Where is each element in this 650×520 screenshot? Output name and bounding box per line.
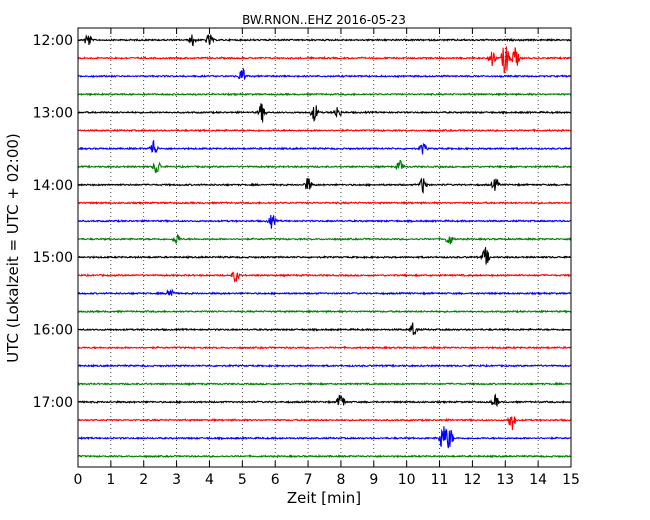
chart-title: BW.RNON..EHZ 2016-05-23 bbox=[242, 13, 406, 27]
trace-line bbox=[77, 233, 572, 245]
trace-line bbox=[77, 247, 572, 265]
x-tick-label: 15 bbox=[562, 472, 580, 488]
x-tick-label: 7 bbox=[304, 472, 313, 488]
x-tick-label: 8 bbox=[336, 472, 345, 488]
x-tick-label: 3 bbox=[172, 472, 181, 488]
trace-line bbox=[77, 288, 572, 296]
x-tick-label: 11 bbox=[431, 472, 449, 488]
x-axis-ticks: 0 1 2 3 4 5 6 7 8 9 10 11 12 13 14 15 bbox=[74, 28, 580, 488]
trace-line bbox=[77, 33, 572, 47]
trace-line bbox=[77, 363, 572, 369]
trace-line bbox=[77, 140, 572, 155]
x-tick-label: 13 bbox=[496, 472, 514, 488]
x-tick-label: 12 bbox=[463, 472, 481, 488]
x-tick-label: 2 bbox=[139, 472, 148, 488]
trace-line bbox=[77, 393, 572, 407]
trace-line bbox=[77, 345, 572, 350]
x-tick-label: 5 bbox=[238, 472, 247, 488]
trace-line bbox=[77, 271, 572, 283]
x-tick-label: 0 bbox=[74, 472, 83, 488]
trace-line bbox=[77, 46, 572, 74]
trace-line bbox=[77, 309, 572, 314]
trace-line bbox=[77, 92, 572, 97]
y-tick-label: 15:00 bbox=[33, 250, 73, 266]
trace-line bbox=[77, 454, 572, 459]
x-tick-label: 1 bbox=[106, 472, 115, 488]
trace-line bbox=[77, 67, 572, 81]
trace-line bbox=[77, 178, 572, 194]
y-tick-label: 12:00 bbox=[33, 33, 73, 49]
plot-frame bbox=[77, 27, 572, 468]
trace-line bbox=[77, 128, 572, 133]
x-tick-label: 14 bbox=[529, 472, 547, 488]
trace-line bbox=[77, 214, 572, 229]
trace-line bbox=[77, 200, 572, 206]
traces bbox=[77, 33, 572, 459]
y-axis-label: UTC (Lokalzeit = UTC + 02:00) bbox=[4, 133, 22, 363]
y-tick-label: 14:00 bbox=[33, 178, 73, 194]
trace-line bbox=[77, 322, 572, 336]
x-tick-label: 9 bbox=[369, 472, 378, 488]
y-tick-label: 13:00 bbox=[33, 105, 73, 121]
y-tick-label: 16:00 bbox=[33, 323, 73, 339]
x-tick-label: 6 bbox=[271, 472, 280, 488]
trace-line bbox=[77, 426, 572, 449]
x-tick-label: 10 bbox=[398, 472, 416, 488]
y-axis-ticks: 12:00 13:00 14:00 15:00 16:00 17:00 bbox=[33, 33, 571, 411]
y-tick-label: 17:00 bbox=[33, 395, 73, 411]
trace-line bbox=[77, 381, 572, 387]
x-tick-label: 4 bbox=[205, 472, 214, 488]
trace-line bbox=[77, 160, 572, 174]
x-axis-label: Zeit [min] bbox=[287, 489, 361, 507]
trace-line bbox=[77, 416, 572, 431]
trace-line bbox=[77, 103, 572, 123]
